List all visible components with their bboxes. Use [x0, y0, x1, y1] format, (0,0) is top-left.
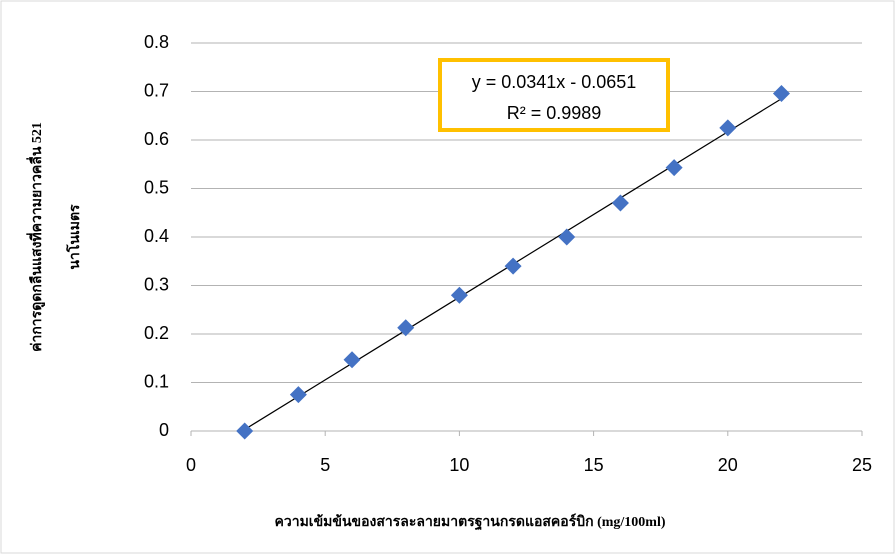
x-tick-label: 5 — [320, 455, 330, 475]
y-tick-label: 0.4 — [144, 226, 169, 246]
y-tick-label: 0.6 — [144, 129, 169, 149]
y-tick-label: 0.2 — [144, 323, 169, 343]
y-tick-label: 0.8 — [144, 32, 169, 52]
x-tick-label: 0 — [186, 455, 196, 475]
y-axis-label: ค่าการดูดกลืนแสงที่ความยาวคลื่น 521 — [26, 122, 45, 352]
point — [397, 319, 415, 337]
point — [343, 351, 361, 369]
y-tick-label: 0.1 — [144, 371, 169, 391]
annotation-box — [438, 58, 670, 132]
y-axis-label: นาโนเมตร — [65, 204, 83, 270]
x-tick-label: 10 — [449, 455, 469, 475]
point — [289, 386, 307, 404]
x-axis-label: ความเข้มข้นของสารละลายมาตรฐานกรดแอสคอร์บ… — [274, 513, 665, 531]
point — [772, 84, 790, 102]
point — [719, 119, 737, 137]
trendline-equation: y = 0.0341x - 0.0651 — [472, 72, 637, 92]
point — [611, 194, 629, 212]
x-tick-label: 15 — [584, 455, 604, 475]
point — [504, 257, 522, 275]
point — [665, 159, 683, 177]
x-tick-label: 25 — [852, 455, 872, 475]
trendline-r-squared: R² = 0.9989 — [507, 103, 602, 123]
point — [450, 286, 468, 304]
point — [558, 228, 576, 246]
y-tick-label: 0.3 — [144, 274, 169, 294]
y-tick-label: 0.5 — [144, 177, 169, 197]
point — [236, 422, 254, 440]
x-tick-label: 20 — [718, 455, 738, 475]
y-tick-label: 0.7 — [144, 80, 169, 100]
y-tick-label: 0 — [159, 420, 169, 440]
